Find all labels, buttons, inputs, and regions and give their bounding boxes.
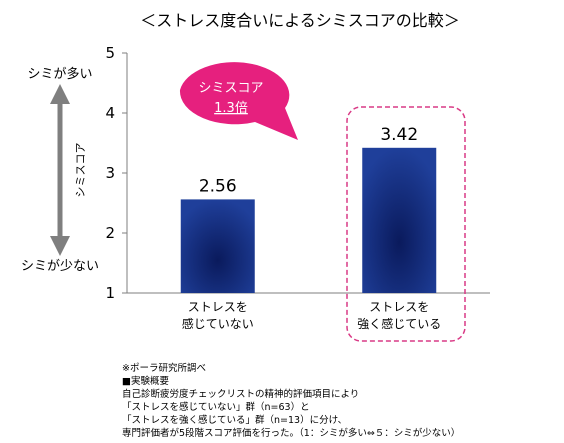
y-tick-label: 3	[105, 164, 115, 182]
notes-line: 自己診断疲労度チェックリストの精神的評価項目により	[122, 389, 360, 400]
callout-bubble	[179, 62, 298, 140]
bar-value-label: 2.56	[199, 176, 237, 196]
bars: 2.56 ストレスを感じていない 3.42 ストレスを強く感じている	[180, 125, 441, 331]
footnotes: ※ポーラ研究所調べ ■実験概要 自己診断疲労度チェックリストの精神的評価項目によ…	[122, 362, 562, 440]
x-category-label: ストレスを	[188, 300, 248, 314]
highlight-box	[346, 106, 466, 342]
y-axis-ticks: 1 2 3 4 5	[105, 44, 127, 302]
bar-value-label: 3.42	[380, 125, 418, 145]
ratio-callout: シミスコア 1.3倍	[179, 62, 298, 140]
x-category-label: ストレスを	[369, 300, 429, 314]
y-tick-label: 1	[105, 284, 115, 302]
x-category-label: 強く感じている	[357, 316, 441, 331]
y-tick-label: 5	[105, 44, 115, 62]
notes-line: 専門評価者が5段階スコア評価を行った。（1：シミが多い⇔５：シミが少ない）	[122, 428, 461, 439]
bar	[362, 147, 437, 293]
notes-line: 「ストレスを感じていない」群（n=63）と	[122, 402, 310, 413]
notes-line: 「ストレスを強く感じている」群（n=13）に分け、	[122, 415, 348, 426]
fewer-spots-label: シミが少ない	[21, 259, 99, 274]
more-spots-label: シミが多い	[27, 66, 92, 82]
y-axis-label: シミスコア	[74, 143, 87, 198]
y-tick-label: 2	[105, 224, 115, 242]
chart-title: ＜ストレス度合いによるシミスコアの比較＞	[140, 11, 460, 30]
y-tick-label: 4	[105, 104, 115, 122]
notes-heading: ■実験概要	[122, 376, 169, 387]
x-category-label: 感じていない	[182, 316, 254, 331]
callout-ratio: 1.3倍	[214, 101, 248, 116]
callout-title: シミスコア	[198, 81, 263, 96]
bar	[180, 199, 255, 293]
source-note: ※ポーラ研究所調べ	[122, 363, 206, 374]
